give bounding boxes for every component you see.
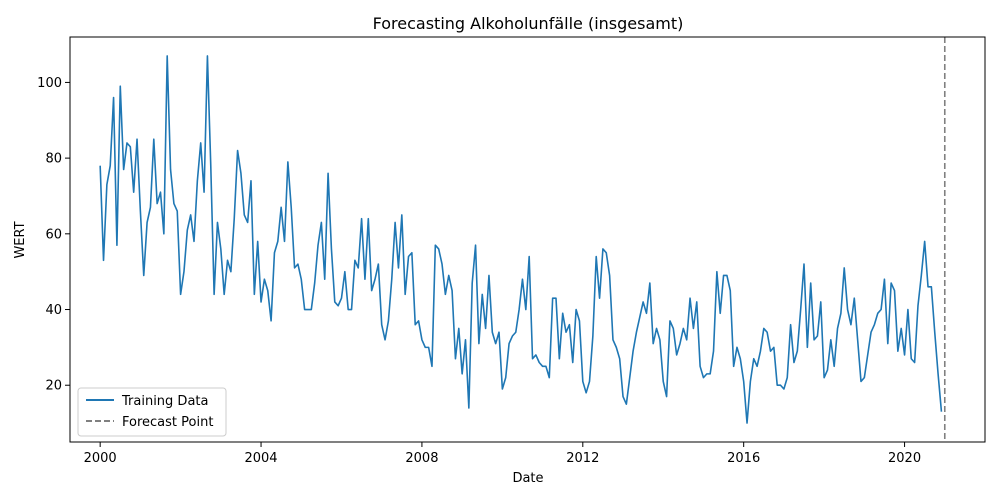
y-tick-label: 20	[45, 379, 62, 394]
y-tick-label: 60	[45, 227, 62, 242]
x-tick-label: 2016	[727, 451, 760, 466]
x-tick-label: 2004	[244, 451, 277, 466]
legend-box	[77, 387, 227, 437]
x-axis: 2000 2004 2008 2012 2016 2020	[84, 442, 921, 466]
legend: Training Data Forecast Point	[77, 387, 227, 437]
legend-label-training-data: Training Data	[121, 394, 208, 409]
x-tick-label: 2012	[566, 451, 599, 466]
x-tick-label: 2020	[888, 451, 921, 466]
y-tick-label: 80	[45, 152, 62, 167]
y-tick-label: 40	[45, 303, 62, 318]
y-tick-label: 100	[37, 76, 62, 91]
y-axis-label: WERT	[13, 221, 28, 258]
x-tick-label: 2000	[84, 451, 117, 466]
plot-area	[99, 37, 946, 442]
legend-label-forecast-point: Forecast Point	[122, 415, 213, 430]
x-tick-label: 2008	[405, 451, 438, 466]
series-line-training-data	[99, 55, 943, 424]
x-axis-label: Date	[512, 471, 543, 486]
chart-title: Forecasting Alkoholunfälle (insgesamt)	[373, 14, 684, 33]
y-axis: 20 40 60 80 100	[37, 76, 70, 394]
plot-frame	[69, 36, 986, 443]
